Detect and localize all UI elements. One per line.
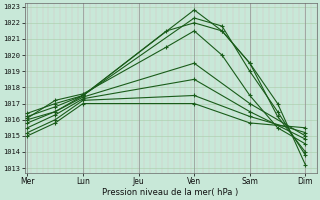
X-axis label: Pression niveau de la mer( hPa ): Pression niveau de la mer( hPa ) — [102, 188, 239, 197]
